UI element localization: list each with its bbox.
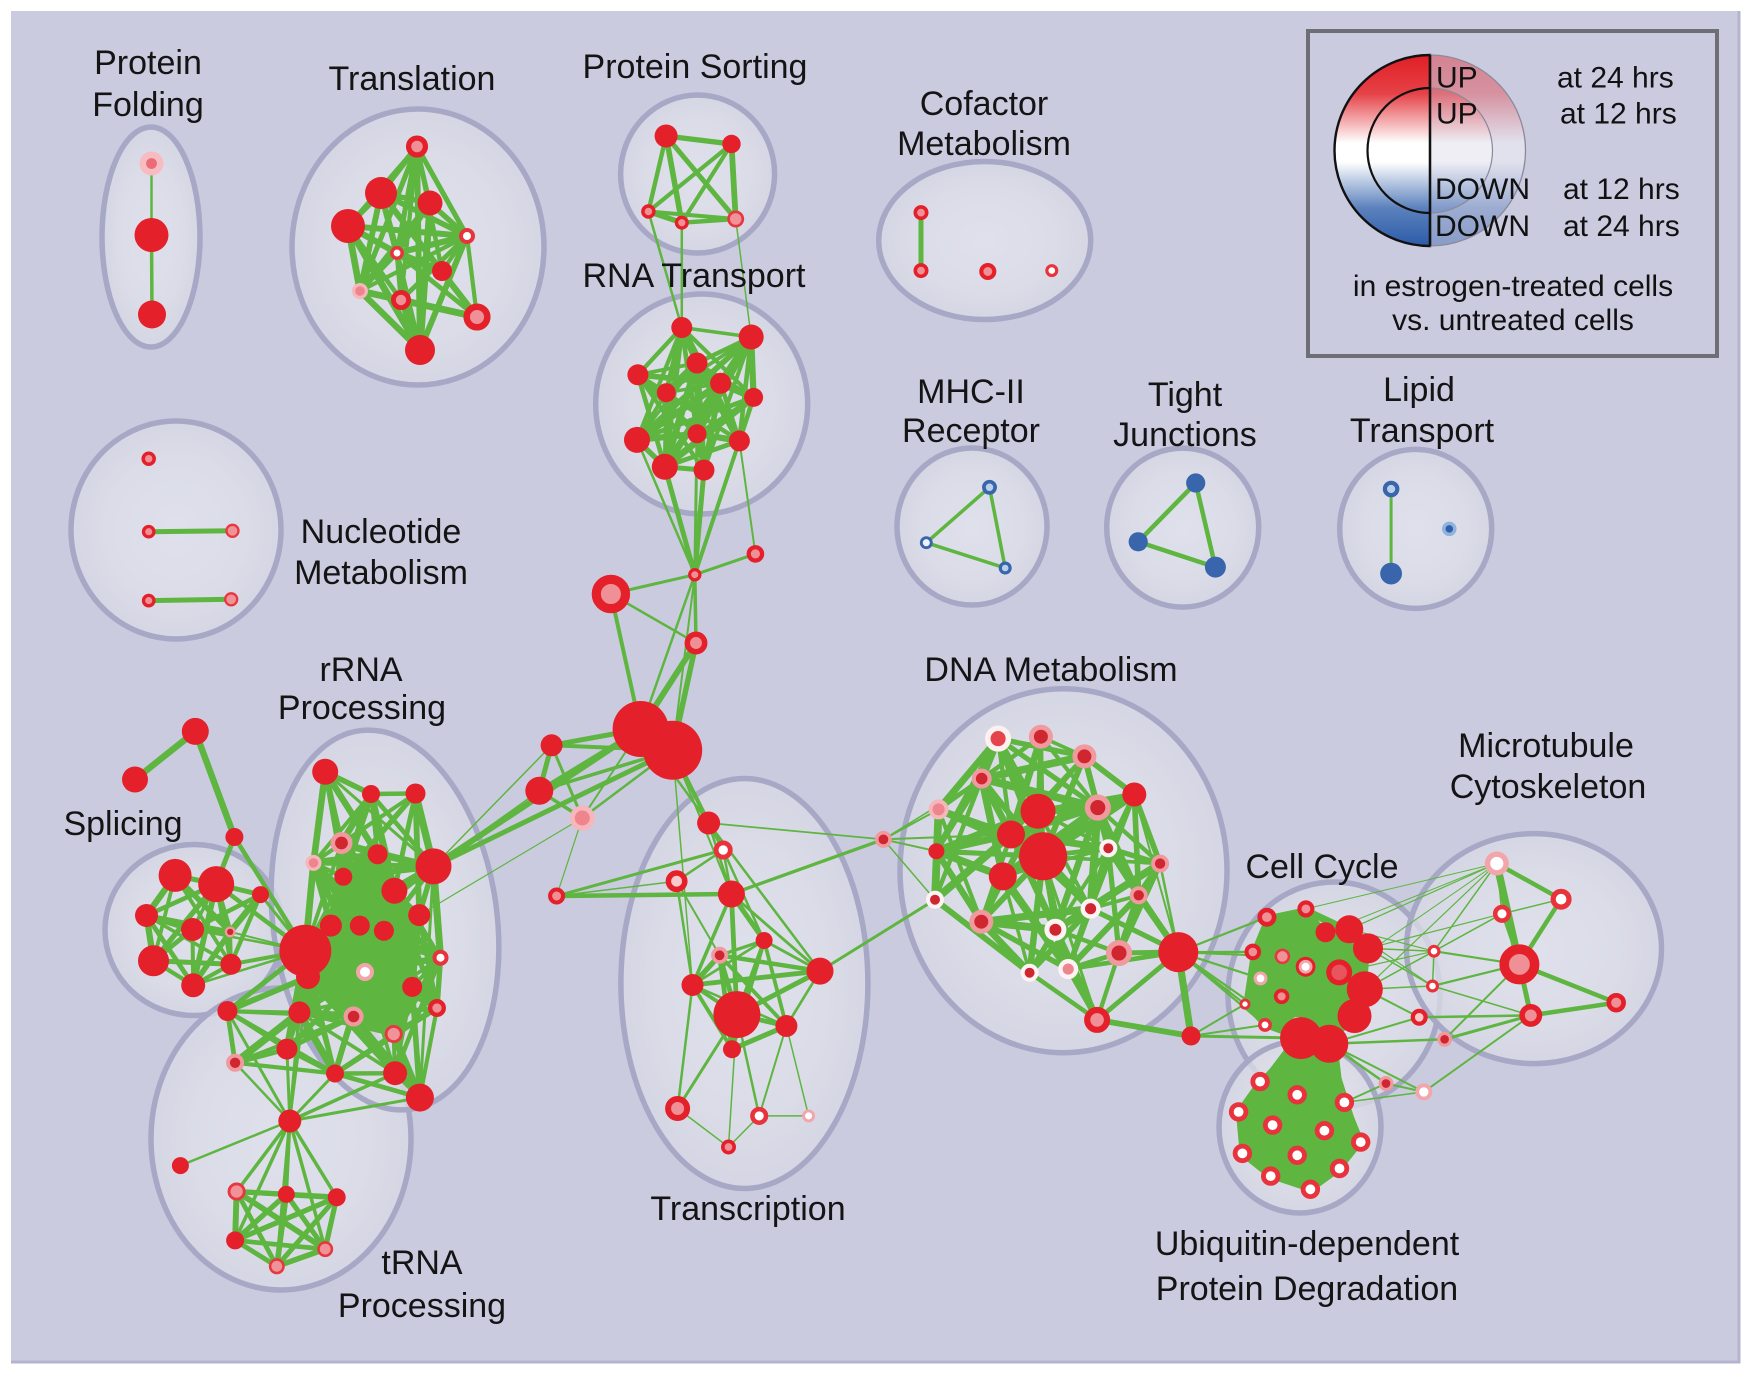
- svg-text:RNA Transport: RNA Transport: [583, 257, 807, 295]
- svg-text:DNA Metabolism: DNA Metabolism: [924, 651, 1177, 689]
- svg-text:Ubiquitin-dependent: Ubiquitin-dependent: [1155, 1225, 1460, 1263]
- svg-text:UP: UP: [1436, 98, 1478, 131]
- svg-text:at 12 hrs: at 12 hrs: [1560, 98, 1677, 131]
- svg-text:Tight: Tight: [1148, 376, 1223, 414]
- svg-text:DOWN: DOWN: [1435, 210, 1530, 243]
- svg-text:Cytoskeleton: Cytoskeleton: [1450, 768, 1647, 806]
- svg-text:Receptor: Receptor: [902, 412, 1040, 450]
- svg-text:Lipid: Lipid: [1383, 371, 1455, 409]
- svg-text:DOWN: DOWN: [1435, 173, 1530, 206]
- svg-text:Protein: Protein: [94, 44, 202, 82]
- svg-text:Processing: Processing: [338, 1287, 506, 1325]
- svg-text:MHC-II: MHC-II: [917, 373, 1025, 411]
- svg-text:at 24 hrs: at 24 hrs: [1557, 62, 1674, 95]
- svg-text:in estrogen-treated cells: in estrogen-treated cells: [1353, 270, 1673, 303]
- svg-text:Protein Sorting: Protein Sorting: [583, 48, 808, 86]
- svg-text:at 24 hrs: at 24 hrs: [1563, 210, 1680, 243]
- svg-text:Nucleotide: Nucleotide: [301, 513, 462, 551]
- svg-text:rRNA: rRNA: [319, 651, 402, 689]
- svg-text:Splicing: Splicing: [63, 805, 182, 843]
- svg-text:at 12 hrs: at 12 hrs: [1563, 173, 1680, 206]
- svg-text:Cell Cycle: Cell Cycle: [1245, 848, 1398, 886]
- svg-text:Cofactor: Cofactor: [920, 85, 1049, 123]
- svg-text:Junctions: Junctions: [1113, 416, 1257, 454]
- svg-text:Metabolism: Metabolism: [897, 125, 1071, 163]
- svg-text:Transcription: Transcription: [650, 1190, 845, 1228]
- svg-text:Translation: Translation: [329, 60, 496, 98]
- svg-text:Folding: Folding: [92, 86, 204, 124]
- svg-text:UP: UP: [1436, 62, 1478, 95]
- svg-text:Metabolism: Metabolism: [294, 554, 468, 592]
- svg-text:Processing: Processing: [278, 689, 446, 727]
- svg-text:Protein Degradation: Protein Degradation: [1156, 1270, 1458, 1308]
- svg-text:tRNA: tRNA: [381, 1244, 463, 1282]
- svg-text:vs. untreated cells: vs. untreated cells: [1392, 304, 1634, 337]
- svg-text:Microtubule: Microtubule: [1458, 727, 1634, 765]
- svg-text:Transport: Transport: [1350, 412, 1495, 450]
